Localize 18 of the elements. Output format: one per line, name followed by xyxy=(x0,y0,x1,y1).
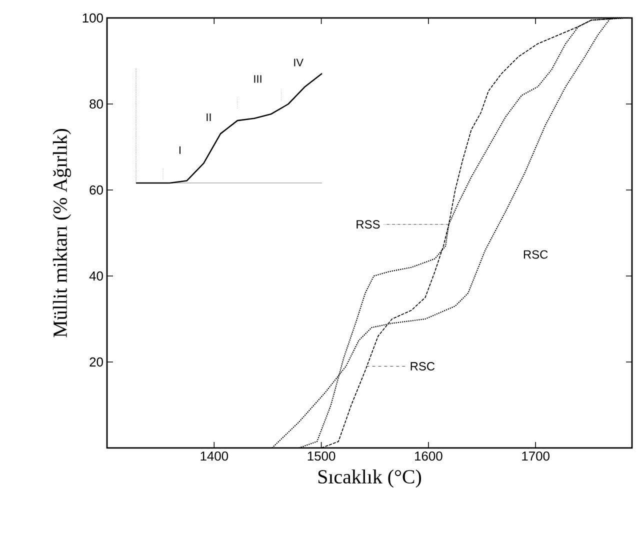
annotation: RSC xyxy=(410,362,435,371)
y-tick-label: 20 xyxy=(90,357,103,367)
y-tick-label: 40 xyxy=(89,271,103,281)
x-tick-label: 1500 xyxy=(308,452,336,461)
y-tick-label: 80 xyxy=(90,99,103,109)
x-tick-label: 1400 xyxy=(200,452,228,461)
x-axis-title: Sıcaklık (°C) xyxy=(318,470,422,488)
annotation: II xyxy=(206,114,211,122)
annotation: IV xyxy=(294,58,304,66)
annotation: III xyxy=(254,75,262,83)
annotation: RSS xyxy=(356,220,380,229)
x-tick-label: 1600 xyxy=(415,452,442,461)
x-tick-label: 1700 xyxy=(522,452,550,461)
annotation: RSC xyxy=(524,250,548,259)
y-tick-label: 60 xyxy=(90,185,103,195)
y-tick-label: 100 xyxy=(82,13,103,23)
y-axis-title: Müllit miktarı (% Ağırlık) xyxy=(52,128,72,338)
annotation: I xyxy=(179,146,180,154)
